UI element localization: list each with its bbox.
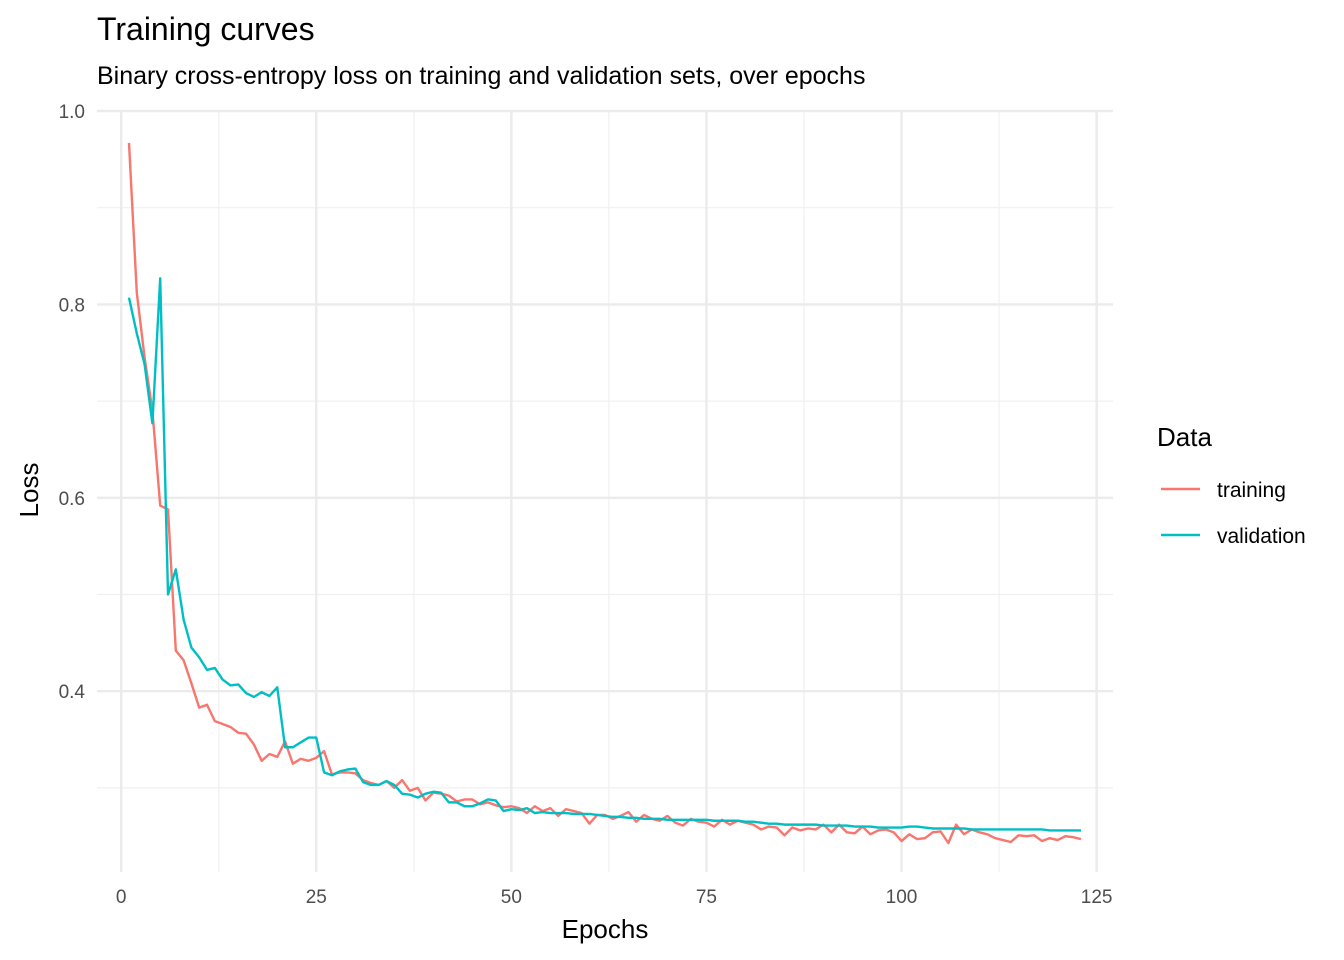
legend-title: Data (1157, 422, 1212, 452)
plot-panel (97, 109, 1113, 872)
y-axis-ticks: 0.4 0.6 0.8 1.0 (59, 102, 86, 703)
y-tick-label: 0.8 (59, 295, 85, 316)
x-tick-label: 100 (886, 887, 918, 908)
y-tick-label: 0.6 (59, 489, 85, 510)
legend-items: training validation (1161, 479, 1306, 548)
legend-label-validation: validation (1217, 525, 1306, 548)
x-axis-ticks: 0 25 50 75 100 125 (116, 887, 1113, 908)
series-line-training (127, 142, 1082, 845)
x-tick-label: 125 (1081, 887, 1113, 908)
x-axis-title: Epochs (562, 914, 649, 944)
x-tick-label: 75 (696, 887, 717, 908)
x-tick-label: 25 (306, 887, 327, 908)
y-axis-title: Loss (14, 463, 44, 518)
chart-title: Training curves (97, 11, 315, 47)
series-line-validation (127, 277, 1082, 832)
y-tick-label: 0.4 (59, 682, 86, 703)
chart-subtitle: Binary cross-entropy loss on training an… (97, 62, 865, 90)
y-tick-label: 1.0 (59, 102, 85, 123)
x-tick-label: 50 (501, 887, 522, 908)
series-lines (127, 142, 1082, 845)
minor-gridlines (97, 111, 1113, 872)
major-gridlines (97, 109, 1113, 872)
legend-label-training: training (1217, 479, 1286, 502)
legend: Data training validation (1157, 422, 1306, 548)
x-tick-label: 0 (116, 887, 127, 908)
